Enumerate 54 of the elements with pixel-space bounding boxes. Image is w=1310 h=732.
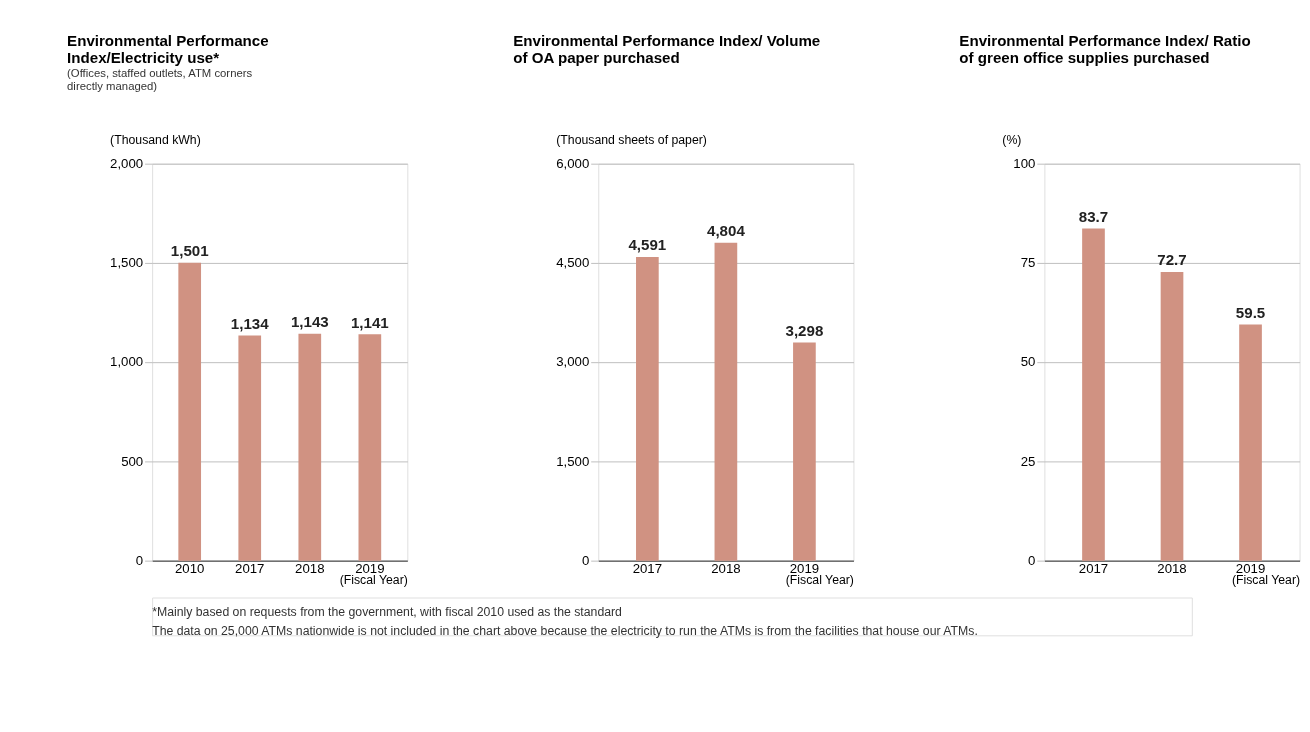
bar (238, 335, 262, 561)
data-label: 72.7 (1157, 251, 1187, 269)
y-tick-label: 1,500 (110, 255, 144, 271)
bar (714, 242, 738, 561)
y-axis-title: (Thousand sheets of paper) (556, 133, 707, 148)
x-axis-title: (Fiscal Year) (1231, 572, 1301, 587)
y-tick-label: 100 (1013, 155, 1036, 171)
y-tick-label: 500 (121, 453, 144, 469)
y-tick-label: 4,500 (556, 255, 590, 271)
y-tick-label: 2,000 (110, 155, 144, 171)
data-label: 59.5 (1235, 303, 1266, 321)
chart-title: Environmental Performance Index/ Volume of OA paper purchased (513, 31, 821, 66)
data-label: 4,804 (706, 222, 746, 240)
x-tick-label: 2017 (1078, 561, 1109, 577)
data-label: 4,591 (628, 236, 667, 254)
x-tick-label: 2018 (711, 561, 741, 577)
bar (793, 342, 816, 561)
chart-title: Environmental Performance Index/ Ratio of green office supplies purchased (959, 31, 1251, 66)
y-tick-label: 1,500 (556, 453, 590, 469)
bar (298, 333, 322, 561)
y-axis-title: (%) (1002, 133, 1022, 148)
y-tick-label: 0 (1028, 552, 1036, 568)
x-tick-label: 2017 (235, 561, 265, 577)
y-tick-label: 3,000 (556, 354, 590, 370)
data-label: 83.7 (1078, 207, 1109, 225)
bar (1160, 272, 1184, 561)
data-label: 3,298 (785, 321, 824, 339)
data-label: 1,141 (350, 313, 389, 331)
x-axis-title: (Fiscal Year) (339, 572, 408, 587)
bar (1239, 324, 1262, 561)
y-tick-label: 0 (581, 552, 590, 568)
y-tick-label: 0 (135, 552, 144, 568)
bar (636, 256, 659, 561)
x-tick-label: 2010 (174, 561, 205, 577)
x-tick-label: 2017 (632, 561, 663, 577)
x-tick-label: 2018 (1157, 561, 1187, 577)
chart-title: Environmental Performance Index/Electricity use* (67, 31, 269, 66)
data-label: 1,501 (170, 242, 209, 260)
bar (178, 262, 202, 561)
bar (358, 334, 382, 561)
x-axis-title: (Fiscal Year) (785, 572, 854, 587)
x-tick-label: 2018 (295, 561, 325, 577)
chart-subtitle: (Offices, staffed outlets, ATM corners directly managed) (67, 66, 253, 92)
y-tick-label: 1,000 (110, 354, 144, 370)
text: *Mainly based on requests from the government, with fiscal 2010 used as the standard (152, 605, 623, 620)
y-tick-label: 75 (1020, 255, 1036, 271)
bar (1082, 228, 1105, 561)
data-label: 1,134 (230, 314, 270, 332)
y-tick-label: 50 (1020, 354, 1036, 370)
y-tick-label: 25 (1020, 453, 1036, 469)
y-tick-label: 6,000 (556, 155, 590, 171)
data-label: 1,143 (290, 313, 329, 331)
text: The data on 25,000 ATMs nationwide is not included in the chart above because the electricity to run the ATMs is from the facilities that house our ATMs. (152, 624, 978, 639)
y-axis-title: (Thousand kWh) (110, 133, 201, 148)
